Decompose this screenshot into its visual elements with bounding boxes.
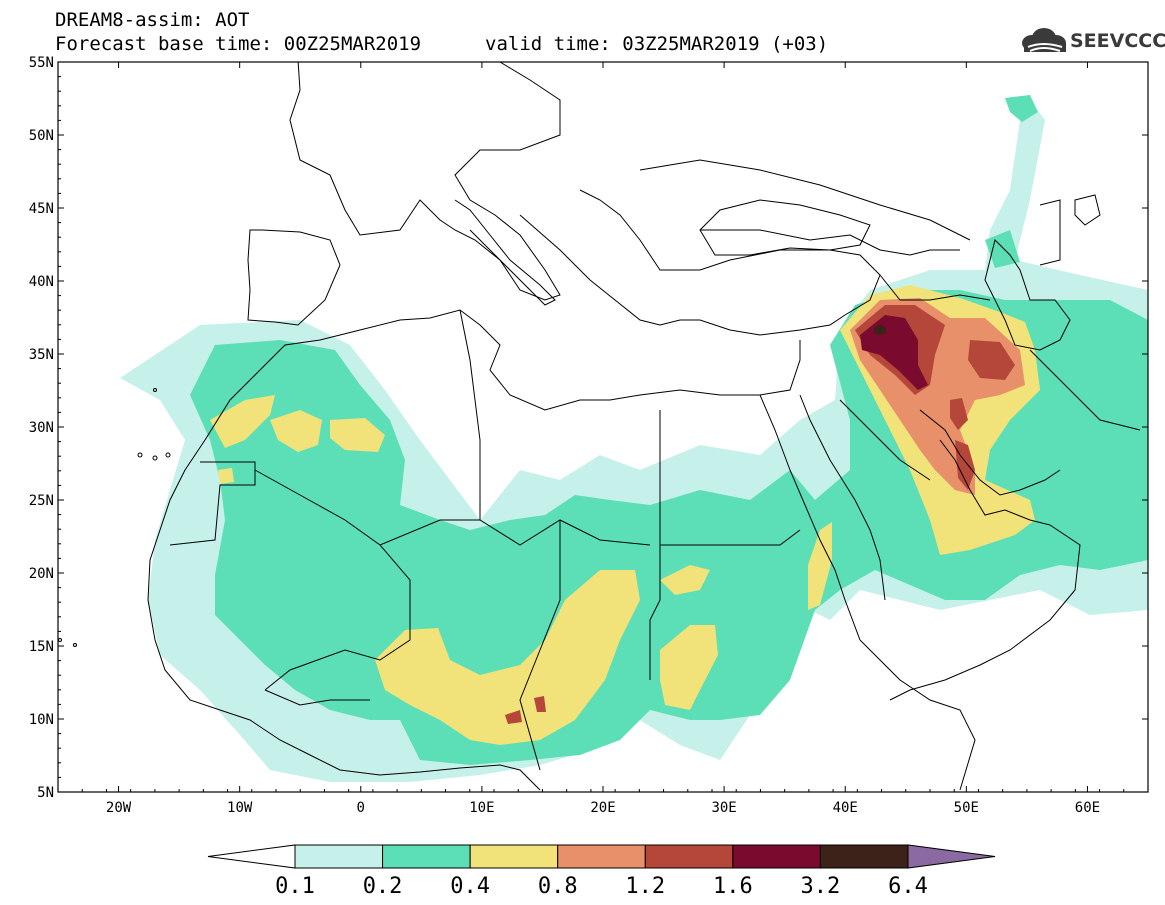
map-title: DREAM8-assim: AOT bbox=[55, 9, 250, 31]
lat-tick-label: 20N bbox=[29, 566, 54, 582]
colorbar-over-arrow bbox=[907, 844, 996, 869]
colorbar-under-arrow bbox=[207, 844, 296, 869]
lat-tick-label: 5N bbox=[37, 785, 54, 801]
lat-tick-label: 40N bbox=[29, 274, 54, 290]
colorbar-swatch bbox=[382, 844, 471, 869]
latitude-axis: 55N 50N 45N 40N 35N 30N 25N 20N 15N 10N 5N bbox=[29, 55, 1148, 801]
forecast-base-time: Forecast base time: 00Z25MAR2019 bbox=[55, 33, 422, 55]
lat-tick-label: 25N bbox=[29, 493, 54, 509]
aot-level-3.2 bbox=[874, 325, 886, 335]
lon-tick-label: 50E bbox=[954, 800, 979, 816]
colorbar-level-label: 6.4 bbox=[888, 874, 928, 899]
lon-tick-label: 20W bbox=[106, 800, 132, 816]
lat-tick-label: 55N bbox=[29, 55, 54, 71]
lon-tick-label: 30E bbox=[711, 800, 736, 816]
lon-tick-label: 0 bbox=[357, 800, 365, 816]
colorbar-level-label: 0.4 bbox=[450, 874, 490, 899]
lat-tick-label: 15N bbox=[29, 639, 54, 655]
lon-tick-label: 20E bbox=[590, 800, 615, 816]
colorbar-swatch bbox=[557, 844, 646, 869]
lon-tick-label: 40E bbox=[833, 800, 858, 816]
lat-tick-label: 10N bbox=[29, 712, 54, 728]
colorbar-level-label: 1.6 bbox=[713, 874, 753, 899]
lon-tick-label: 10W bbox=[227, 800, 253, 816]
colorbar-swatch bbox=[732, 844, 821, 869]
lon-tick-label: 60E bbox=[1075, 800, 1100, 816]
lat-tick-label: 45N bbox=[29, 201, 54, 217]
lat-tick-label: 50N bbox=[29, 128, 54, 144]
colorbar-level-label: 0.2 bbox=[363, 874, 403, 899]
lat-tick-label: 30N bbox=[29, 420, 54, 436]
valid-time: valid time: 03Z25MAR2019 (+03) bbox=[485, 33, 829, 55]
coastlines-borders bbox=[58, 62, 1141, 791]
lon-tick-label: 10E bbox=[469, 800, 494, 816]
seevccc-cloud-logo-icon bbox=[1022, 28, 1066, 52]
colorbar-swatch bbox=[469, 844, 559, 869]
seevccc-logo-text: SEEVCCC bbox=[1070, 30, 1165, 52]
colorbar-swatch bbox=[294, 844, 384, 869]
colorbar-swatch bbox=[819, 844, 909, 869]
colorbar-level-label: 0.1 bbox=[275, 874, 315, 899]
colorbar-level-label: 1.2 bbox=[625, 874, 665, 899]
colorbar-swatch bbox=[644, 844, 734, 869]
lat-tick-label: 35N bbox=[29, 347, 54, 363]
aot-colorbar: 0.1 0.2 0.4 0.8 1.2 1.6 3.2 6.4 bbox=[207, 844, 996, 899]
longitude-axis: 20W 10W 0 10E 20E 30E 40E 50E 60E bbox=[57, 62, 1149, 816]
colorbar-level-label: 0.8 bbox=[538, 874, 578, 899]
colorbar-level-label: 3.2 bbox=[801, 874, 841, 899]
